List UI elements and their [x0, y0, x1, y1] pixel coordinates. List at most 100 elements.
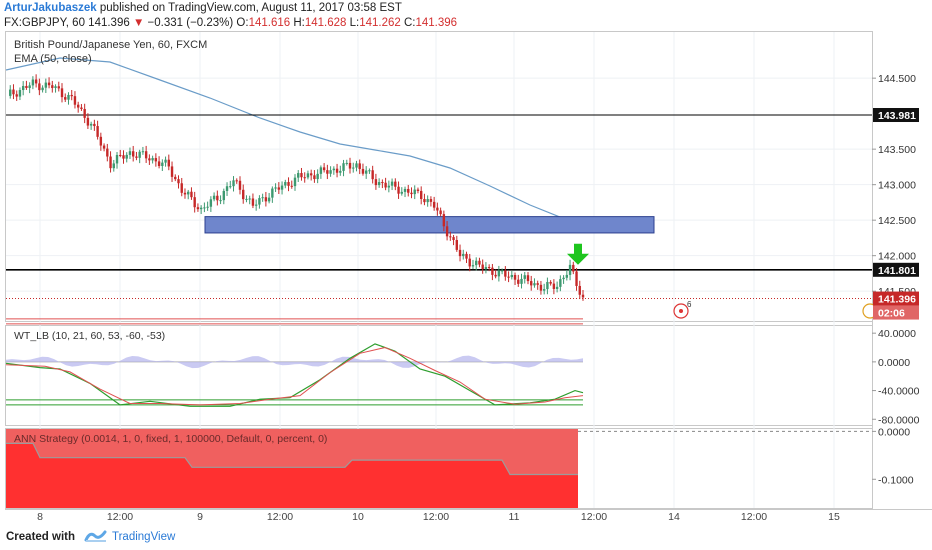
low-label: L: — [349, 17, 360, 29]
chart-canvas[interactable]: 6 144.500143.500143.000142.500142.000141… — [0, 30, 932, 522]
candle-body — [364, 170, 368, 174]
author-link[interactable]: ArturJakubaszek — [4, 2, 97, 14]
candle-body — [47, 82, 51, 86]
candle-body — [199, 207, 203, 210]
candle-body — [157, 161, 161, 167]
candle-body — [141, 151, 145, 153]
main-pane-frame — [5, 31, 873, 322]
candle-body — [261, 197, 264, 199]
candle-body — [248, 198, 251, 200]
candle-body — [475, 260, 478, 266]
candle-body — [403, 188, 407, 192]
wt-indicator-label[interactable]: WT_LB (10, 21, 60, 53, -60, -53) — [14, 330, 165, 342]
candle-body — [161, 162, 164, 167]
candle-body — [190, 191, 193, 198]
candle-body — [112, 163, 115, 169]
high-label: H: — [293, 17, 305, 29]
candle-body — [167, 159, 170, 167]
candle-body — [31, 79, 35, 86]
candle-body — [271, 188, 274, 198]
candle-body — [413, 189, 416, 195]
candle-body — [526, 275, 530, 282]
candle-body — [355, 163, 358, 168]
candle-body — [151, 158, 154, 161]
candle-body — [546, 281, 549, 290]
wt-pane-frame — [5, 325, 873, 426]
candle-body — [258, 198, 261, 205]
wt-pane — [5, 318, 584, 407]
candle-body — [374, 179, 378, 186]
candle-body — [102, 145, 106, 149]
time-tick-label: 14 — [668, 511, 680, 522]
candle-body — [513, 274, 517, 280]
wt2-line — [5, 346, 584, 406]
candle-body — [497, 270, 501, 277]
candle-body — [219, 200, 222, 202]
candle-body — [170, 166, 174, 177]
candle-body — [313, 175, 316, 180]
tradingview-brand[interactable]: TradingView — [112, 531, 176, 543]
candle-body — [238, 180, 242, 190]
candle-body — [135, 156, 138, 158]
candle-body — [119, 154, 122, 156]
time-tick-label: 15 — [828, 511, 840, 522]
candle-body — [319, 167, 323, 174]
candle-body — [439, 210, 442, 215]
candle-body — [458, 249, 462, 257]
time-tick-label: 12:00 — [741, 511, 767, 522]
candle-body — [536, 283, 539, 285]
candle-body — [154, 158, 158, 162]
event-marker-dot — [679, 309, 683, 313]
time-tick-label: 11 — [509, 511, 520, 522]
down-arrow-icon: ▼ — [132, 17, 145, 29]
candle-body — [254, 204, 258, 206]
candle-body — [565, 274, 569, 278]
candle-body — [494, 274, 497, 277]
candle-body — [57, 86, 60, 89]
candle-body — [329, 170, 332, 174]
candle-body — [361, 168, 365, 174]
candle-body — [245, 198, 248, 200]
candle-body — [251, 198, 255, 206]
ohlc-line: FX:GBPJPY, 60 141.396 ▼ −0.331 (−0.23%) … — [4, 16, 457, 30]
candle-body — [436, 207, 439, 211]
candle-body — [203, 207, 206, 209]
candle-body — [183, 192, 187, 195]
candle-body — [316, 173, 319, 180]
demand-zone-rect — [204, 216, 655, 234]
ann-strategy-label[interactable]: ANN Strategy (0.0014, 1, 0, fixed, 1, 10… — [14, 433, 327, 445]
support-price-label-box — [873, 262, 919, 277]
main-pane: 6 — [5, 57, 878, 319]
candle-body — [235, 180, 238, 182]
candle-body — [309, 173, 313, 176]
last-price: 141.396 — [88, 17, 130, 29]
candle-body — [455, 239, 458, 250]
candle-body — [348, 162, 352, 169]
resistance-price-label-box — [873, 108, 919, 123]
candle-body — [164, 159, 167, 163]
candle-body — [572, 264, 575, 272]
candle-body — [34, 79, 38, 84]
candle-body — [212, 195, 216, 200]
candle-body — [132, 151, 135, 157]
time-tick-label: 12:00 — [423, 511, 449, 522]
candle-body — [287, 182, 290, 186]
candle-body — [106, 148, 109, 157]
time-axis[interactable]: 8 12:00 9 12:00 10 12:00 11 12:00 14 12:00 15 — [37, 511, 840, 522]
price-axis[interactable]: 144.500143.500143.000142.500142.000141.5… — [872, 73, 920, 486]
open-label: O: — [236, 17, 249, 29]
candle-body — [559, 279, 562, 287]
candle-body — [38, 83, 41, 91]
candle-body — [28, 85, 31, 88]
candle-body — [471, 265, 475, 267]
candle-body — [542, 289, 546, 291]
candle-body — [229, 186, 232, 188]
close-label: C: — [404, 17, 416, 29]
candle-body — [420, 190, 423, 200]
candle-body — [487, 267, 491, 269]
symbol-label[interactable]: FX:GBPJPY, 60 — [4, 17, 85, 29]
ema-indicator-label[interactable]: EMA (50, close) — [14, 53, 92, 65]
candle-body — [187, 191, 190, 195]
candle-body — [293, 177, 297, 187]
candle-body — [500, 270, 504, 272]
